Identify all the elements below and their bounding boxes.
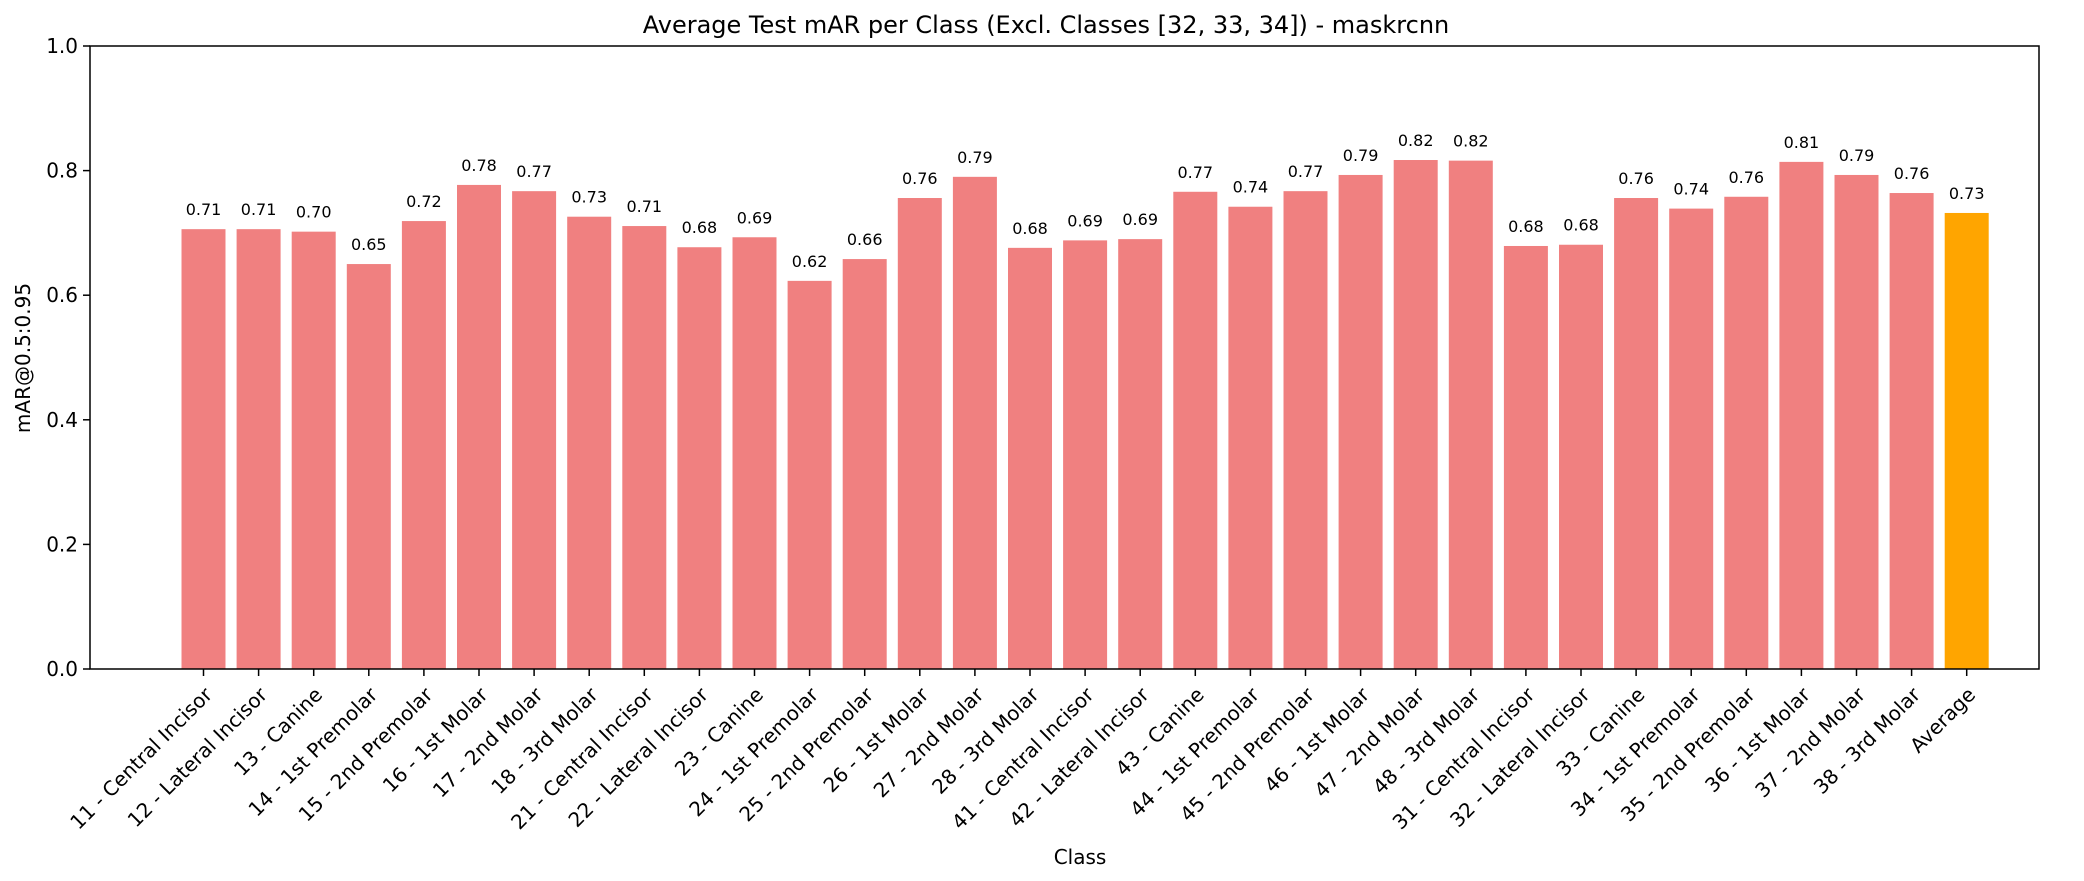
bar-value-label: 0.73 bbox=[1949, 184, 1985, 203]
bar bbox=[1063, 240, 1108, 669]
bar bbox=[181, 229, 226, 670]
bar bbox=[622, 226, 667, 669]
bar bbox=[457, 184, 501, 669]
bar-value-label: 0.76 bbox=[1618, 169, 1654, 188]
bar bbox=[1283, 191, 1328, 669]
bar-value-label: 0.70 bbox=[296, 203, 332, 222]
y-tick-label: 0.6 bbox=[46, 283, 78, 307]
bar bbox=[1614, 198, 1659, 669]
bar-value-label: 0.77 bbox=[1177, 163, 1213, 182]
bar-value-label: 0.66 bbox=[847, 230, 883, 249]
y-tick-label: 0.8 bbox=[46, 159, 78, 183]
bar bbox=[732, 237, 777, 670]
bar-value-label: 0.76 bbox=[1728, 168, 1764, 187]
bar bbox=[952, 176, 997, 669]
bar bbox=[567, 216, 612, 669]
chart-title: Average Test mAR per Class (Excl. Classe… bbox=[643, 11, 1450, 39]
y-axis: 0.0 0.2 0.4 0.6 0.8 1.0 bbox=[46, 34, 90, 681]
data-labels: 0.71 0.71 0.70 0.65 0.72 0.78 0.77 0.73 0.71 0.68… bbox=[186, 131, 1985, 271]
y-tick-label: 1.0 bbox=[46, 34, 78, 58]
x-axis-label: Class bbox=[1054, 845, 1107, 869]
bar-value-label: 0.78 bbox=[461, 156, 497, 175]
bar-value-label: 0.68 bbox=[1508, 217, 1544, 236]
bar-value-label: 0.71 bbox=[241, 200, 277, 219]
bar bbox=[1834, 174, 1879, 669]
bar-value-label: 0.81 bbox=[1784, 133, 1820, 152]
bar-value-label: 0.76 bbox=[902, 169, 938, 188]
bar bbox=[1503, 245, 1548, 669]
bar bbox=[291, 231, 336, 670]
bar-value-label: 0.73 bbox=[571, 188, 607, 207]
bar bbox=[512, 191, 557, 669]
bar-value-label: 0.79 bbox=[1343, 146, 1379, 165]
bar bbox=[346, 264, 391, 669]
bar-value-label: 0.69 bbox=[1067, 211, 1103, 230]
bar bbox=[1448, 160, 1493, 669]
bar bbox=[236, 229, 281, 670]
bar-value-label: 0.71 bbox=[626, 197, 662, 216]
bar-value-label: 0.71 bbox=[186, 200, 222, 219]
bar-value-label: 0.72 bbox=[406, 192, 442, 211]
bar bbox=[897, 198, 942, 669]
bar-value-label: 0.77 bbox=[516, 162, 552, 181]
y-tick-label: 0.0 bbox=[46, 657, 78, 681]
bar-value-label: 0.79 bbox=[1839, 146, 1875, 165]
bar-value-label: 0.68 bbox=[682, 218, 718, 237]
bar-value-label: 0.82 bbox=[1398, 131, 1434, 150]
y-axis-label: mAR@0.5:0.95 bbox=[11, 283, 35, 433]
bar-value-label: 0.65 bbox=[351, 235, 387, 254]
bar bbox=[1724, 196, 1769, 670]
bar bbox=[1228, 206, 1273, 669]
bar bbox=[1889, 193, 1934, 669]
bar-value-label: 0.79 bbox=[957, 148, 993, 167]
bar bbox=[1008, 247, 1052, 670]
bar bbox=[401, 221, 446, 670]
bars bbox=[181, 160, 1989, 670]
bar-value-label: 0.77 bbox=[1288, 162, 1324, 181]
bar bbox=[677, 247, 722, 669]
y-tick-label: 0.2 bbox=[46, 532, 78, 556]
y-tick-label: 0.4 bbox=[46, 408, 78, 432]
bar bbox=[1173, 191, 1218, 670]
bar bbox=[1118, 239, 1163, 669]
bar bbox=[1393, 160, 1438, 669]
bar bbox=[1559, 244, 1603, 669]
bar-value-label: 0.74 bbox=[1233, 178, 1269, 197]
bar bbox=[787, 280, 832, 669]
bar-value-label: 0.76 bbox=[1894, 164, 1930, 183]
bar bbox=[842, 259, 887, 669]
bar-value-label: 0.69 bbox=[737, 208, 773, 227]
bar-value-label: 0.68 bbox=[1012, 219, 1048, 238]
bar-value-label: 0.82 bbox=[1453, 132, 1489, 151]
bar-average bbox=[1944, 212, 1989, 670]
bar bbox=[1779, 161, 1824, 670]
bar-value-label: 0.74 bbox=[1673, 180, 1709, 199]
bar bbox=[1338, 174, 1383, 669]
bar-value-label: 0.62 bbox=[792, 252, 828, 271]
bar-value-label: 0.69 bbox=[1122, 210, 1158, 229]
bar bbox=[1669, 208, 1714, 669]
bar-value-label: 0.68 bbox=[1563, 216, 1599, 235]
plot-frame bbox=[89, 45, 2040, 670]
